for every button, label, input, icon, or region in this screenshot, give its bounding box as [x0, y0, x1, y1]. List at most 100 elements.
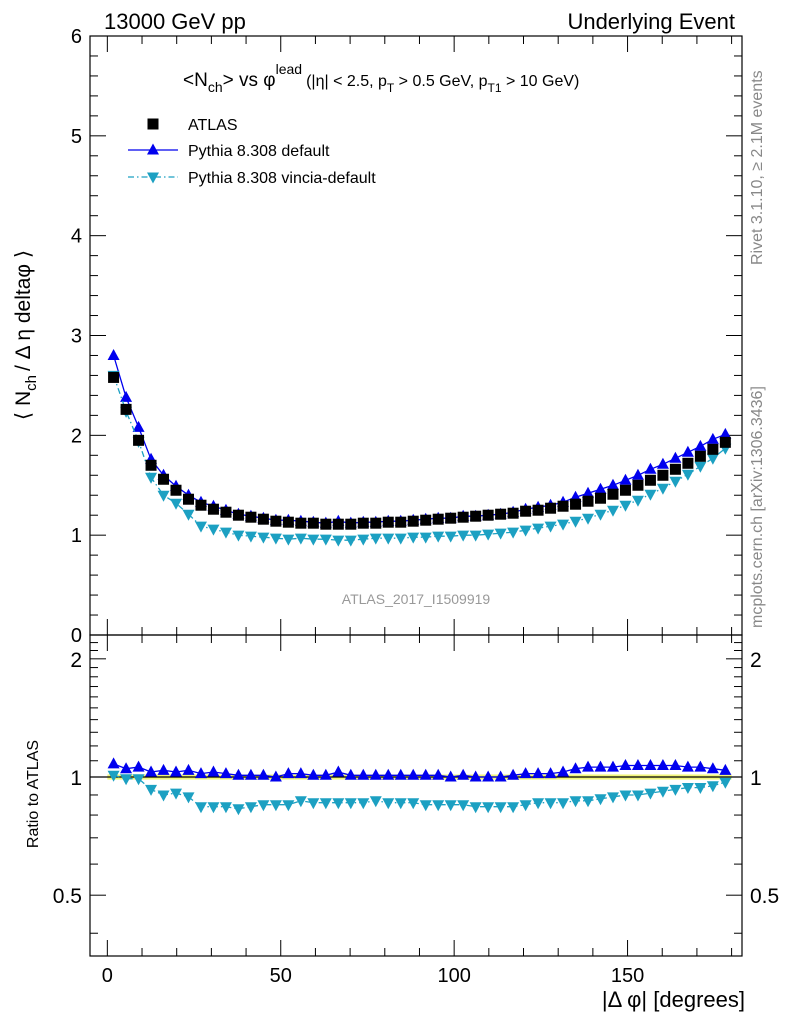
atlas-point	[582, 495, 594, 507]
atlas-point	[470, 510, 482, 522]
pythia-8-308-default-point	[107, 348, 120, 360]
atlas-point	[520, 505, 532, 517]
atlas-point	[270, 515, 282, 527]
atlas-point	[320, 518, 332, 530]
legend: ATLAS Pythia 8.308 default Pythia 8.308 vi…	[128, 117, 376, 187]
ratio-y-tick-label-left: 2	[70, 649, 82, 672]
ratio-pythia-8-308-default-point	[332, 765, 345, 777]
x-tick-label: 0	[102, 965, 113, 987]
pythia-8-308-vincia-default-point	[332, 535, 345, 547]
ratio-pythia-8-308-default-point	[494, 770, 507, 782]
ratio-pythia-8-308-default-point	[357, 768, 370, 780]
atlas-point	[445, 512, 457, 524]
main-y-axis-label: ⟨ Nch/ Δ η deltaφ ⟩	[12, 250, 40, 420]
ratio-pythia-8-308-default-point	[232, 768, 245, 780]
pythia-8-308-default-point	[706, 432, 719, 444]
ratio-pythia-8-308-vincia-default-point	[494, 802, 507, 814]
ratio-y-tick-label-left: 1	[70, 767, 82, 790]
ratio-pythia-8-308-default-point	[469, 770, 482, 782]
legend-pythia-8-308-default-label: Pythia 8.308 default	[188, 143, 330, 160]
ratio-pythia-8-308-vincia-default-point	[669, 784, 682, 796]
header-right: Underlying Event	[567, 9, 735, 34]
atlas-point	[120, 403, 132, 415]
legend-pythia-8-308-vincia-default-marker	[147, 172, 159, 184]
pythia-8-308-vincia-default-point	[170, 498, 183, 510]
pythia-8-308-default-point	[681, 445, 694, 457]
ratio-pythia-8-308-vincia-default-point	[307, 798, 320, 810]
pythia-8-308-vincia-default-point	[532, 523, 545, 535]
pythia-8-308-default-point	[606, 478, 619, 490]
x-tick-label: 50	[270, 965, 292, 987]
ratio-pythia-8-308-default-point	[307, 768, 320, 780]
ratio-pythia-8-308-vincia-default-point	[107, 770, 120, 782]
atlas-point	[482, 509, 494, 521]
pythia-8-308-vincia-default-point	[269, 533, 282, 545]
ratio-pythia-8-308-vincia-default-point	[357, 798, 370, 810]
legend-atlas-marker	[147, 118, 159, 130]
ratio-pythia-8-308-default-point	[244, 768, 257, 780]
pythia-8-308-vincia-default-point	[656, 483, 669, 495]
atlas-point	[570, 498, 582, 510]
pythia-8-308-vincia-default-point	[419, 532, 432, 544]
atlas-point	[545, 502, 557, 514]
ratio-pythia-8-308-default-point	[557, 765, 570, 777]
ratio-pythia-8-308-vincia-default-point	[232, 804, 245, 816]
atlas-point	[432, 513, 444, 525]
pythia-8-308-vincia-default-point	[494, 528, 507, 540]
ratio-pythia-8-308-vincia-default-point	[582, 796, 595, 808]
ratio-pythia-8-308-default-point	[706, 762, 719, 774]
pythia-8-308-vincia-default-point	[432, 531, 445, 543]
ratio-pythia-8-308-default-point	[194, 767, 207, 779]
ratio-pythia-8-308-default-point	[369, 768, 382, 780]
pythia-8-308-default-point	[719, 427, 732, 439]
ratio-pythia-8-308-vincia-default-point	[132, 774, 145, 786]
pythia-8-308-vincia-default-point	[257, 532, 270, 544]
ratio-pythia-8-308-default-point	[719, 763, 732, 775]
pythia-8-308-vincia-default-point	[631, 495, 644, 507]
pythia-8-308-vincia-default-point	[482, 529, 495, 541]
ratio-y-tick-label-right: 1	[750, 767, 762, 790]
pythia-8-308-vincia-default-line	[112, 375, 726, 541]
atlas-point	[145, 459, 157, 471]
ratio-pythia-8-308-default-point	[145, 765, 158, 777]
ratio-pythia-8-308-vincia-default-point	[606, 792, 619, 804]
atlas-point	[719, 436, 731, 448]
pythia-8-308-vincia-default-point	[507, 527, 520, 539]
ratio-pythia-8-308-default-point	[170, 765, 183, 777]
ratio-plot-frame	[89, 634, 743, 957]
pythia-8-308-vincia-default-point	[557, 519, 570, 531]
pythia-8-308-vincia-default-point	[294, 533, 307, 545]
pythia-8-308-default-point	[644, 462, 657, 474]
ratio-pythia-8-308-default-point	[669, 758, 682, 770]
atlas-point	[669, 463, 681, 475]
ratio-pythia-8-308-default-point	[269, 770, 282, 782]
main-series-layer	[107, 348, 732, 547]
pythia-8-308-vincia-default-point	[519, 525, 532, 537]
pythia-8-308-vincia-default-point	[157, 490, 170, 502]
atlas-point	[420, 514, 432, 526]
ratio-pythia-8-308-default-point	[519, 767, 532, 779]
ratio-pythia-8-308-default-point	[394, 768, 407, 780]
ratio-pythia-8-308-vincia-default-point	[369, 796, 382, 808]
y-tick-label: 1	[71, 525, 82, 547]
y-tick-label: 3	[71, 326, 82, 348]
pythia-8-308-vincia-default-point	[344, 535, 357, 547]
atlas-point	[170, 484, 182, 496]
ratio-pythia-8-308-default-point	[319, 768, 332, 780]
ratio-pythia-8-308-default-point	[507, 768, 520, 780]
x-axis-label: |Δ φ| [degrees]	[602, 987, 745, 1012]
ratio-pythia-8-308-vincia-default-point	[269, 800, 282, 812]
ratio-pythia-8-308-vincia-default-point	[631, 790, 644, 802]
ratio-pythia-8-308-default-point	[532, 767, 545, 779]
pythia-8-308-default-point	[619, 473, 632, 485]
pythia-8-308-vincia-default-point	[282, 534, 295, 546]
atlas-point	[345, 518, 357, 530]
atlas-point	[195, 499, 207, 511]
x-tick-label: 100	[437, 965, 470, 987]
pythia-8-308-vincia-default-point	[319, 534, 332, 546]
ratio-pythia-8-308-vincia-default-point	[257, 800, 270, 812]
pythia-8-308-vincia-default-point	[382, 533, 395, 545]
atlas-point	[395, 516, 407, 528]
atlas-point	[108, 371, 120, 383]
